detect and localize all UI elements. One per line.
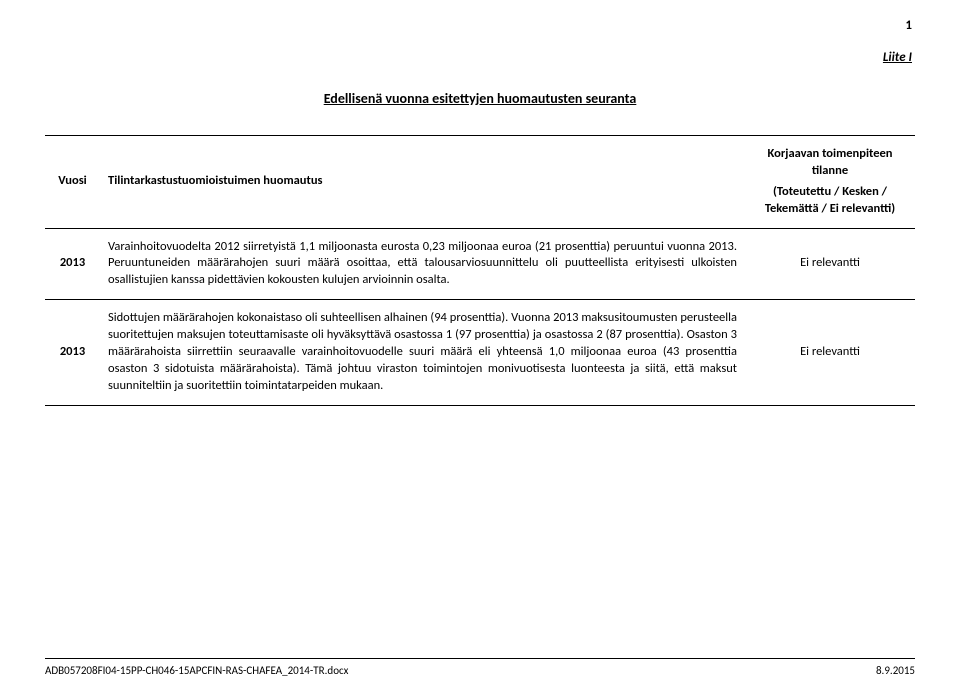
header-year: Vuosi xyxy=(45,136,100,229)
footer-right: 8.9.2015 xyxy=(876,664,915,677)
cell-status: Ei relevantti xyxy=(745,228,915,300)
cell-comment: Varainhoitovuodelta 2012 siirretyistä 1,… xyxy=(100,228,745,300)
annex-label: Liite I xyxy=(883,50,912,65)
cell-year: 2013 xyxy=(45,300,100,405)
footer-left: ADB057208FI04-15PP-CH046-15APCFIN-RAS-CH… xyxy=(45,664,348,677)
cell-year: 2013 xyxy=(45,228,100,300)
header-status: Korjaavan toimenpiteen tilanne (Toteutet… xyxy=(745,136,915,229)
followup-table: Vuosi Tilintarkastustuomioistuimen huoma… xyxy=(45,135,915,406)
table-header-row: Vuosi Tilintarkastustuomioistuimen huoma… xyxy=(45,136,915,229)
page-title: Edellisenä vuonna esitettyjen huomautust… xyxy=(45,90,915,107)
table-row: 2013 Sidottujen määrärahojen kokonaistas… xyxy=(45,300,915,405)
cell-status: Ei relevantti xyxy=(745,300,915,405)
table-row: 2013 Varainhoitovuodelta 2012 siirretyis… xyxy=(45,228,915,300)
header-status-top: Korjaavan toimenpiteen tilanne xyxy=(753,146,907,180)
cell-comment: Sidottujen määrärahojen kokonaistaso oli… xyxy=(100,300,745,405)
header-comment: Tilintarkastustuomioistuimen huomautus xyxy=(100,136,745,229)
footer: ADB057208FI04-15PP-CH046-15APCFIN-RAS-CH… xyxy=(45,658,915,677)
page-number: 1 xyxy=(905,18,912,33)
header-status-sub: (Toteutettu / Kesken / Tekemättä / Ei re… xyxy=(765,184,895,216)
